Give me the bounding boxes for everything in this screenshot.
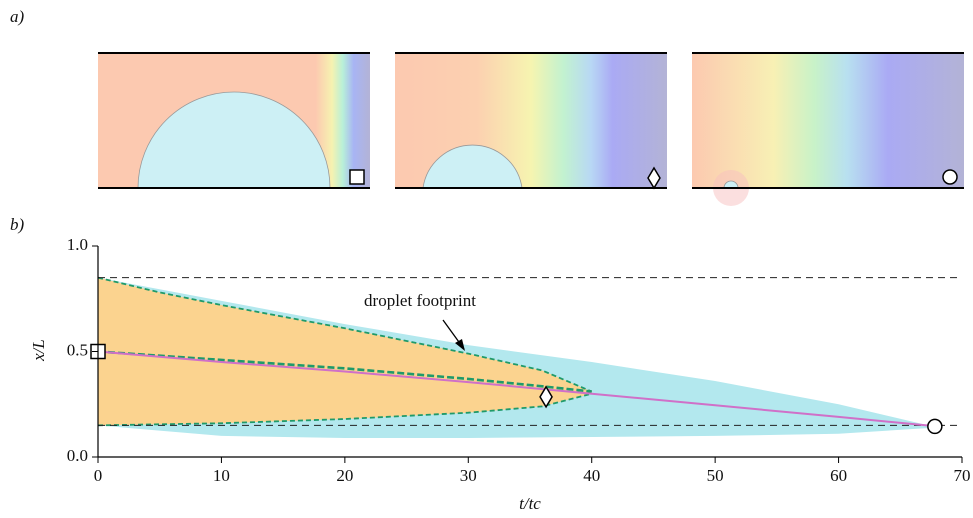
snapshot: [395, 52, 667, 190]
panel-label: b): [10, 215, 25, 234]
x-tick-label: 40: [583, 466, 600, 485]
x-axis-label: t/tc: [519, 494, 541, 513]
panel-label: a): [10, 7, 25, 26]
x-tick-label: 50: [707, 466, 724, 485]
annotation-arrow: [442, 319, 465, 351]
x-tick-label: 20: [336, 466, 353, 485]
plot: 0 10 20 30 40 50 60 70 0.0 0.5 1.0: [67, 235, 971, 485]
snapshot: [98, 52, 370, 189]
area: [98, 277, 592, 426]
x-tick-label: 70: [954, 466, 971, 485]
y-tick-label: 1.0: [67, 235, 88, 254]
y-tick-label: 0.0: [67, 446, 88, 465]
line: [97, 350, 938, 428]
x-tick-label: 30: [460, 466, 477, 485]
x-tick-label: 10: [213, 466, 230, 485]
snapshot: [692, 52, 964, 206]
y-tick-label: 0.5: [67, 340, 88, 359]
line: [97, 350, 592, 393]
x-tick-label: 60: [830, 466, 847, 485]
x-tick-label: 0: [94, 466, 103, 485]
marker: [539, 385, 553, 409]
y-axis-label: x/L: [29, 339, 48, 362]
area-edge: [97, 392, 592, 427]
marker: [927, 418, 943, 435]
annotation: droplet footprint: [364, 291, 476, 310]
area-edge: [97, 276, 593, 393]
